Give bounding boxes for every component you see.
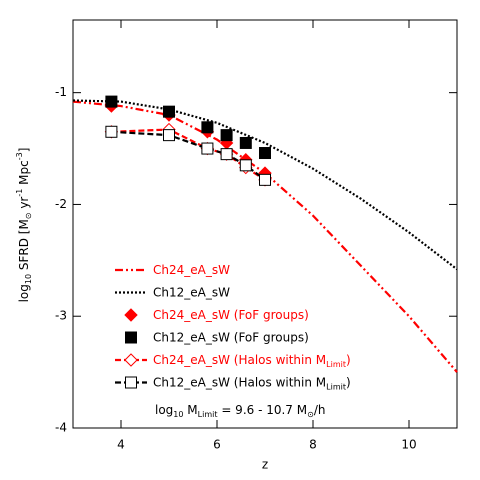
legend-label: Ch12_eA_sW (FoF groups) [153,330,309,344]
x-tick-label: 6 [213,438,221,452]
text-part: ⊙ [24,212,33,219]
legend-label: Ch12_eA_sW [153,285,230,299]
text-part: Ch12_eA_sW (FoF groups) [153,330,309,344]
marker [105,95,118,108]
x-tick-label: 8 [309,438,317,452]
marker [259,147,271,160]
y-tick-label: -3 [55,309,67,323]
text-part: -1 [15,189,24,197]
legend-label: Ch24_eA_sW (Halos within MLimit) [153,353,351,370]
text-part: ) [346,375,351,389]
marker [201,121,214,134]
text-part: Ch12_eA_sW (Halos within M [153,375,326,389]
series-line [72,99,458,271]
x-tick-label: 10 [401,438,416,452]
text-part: ) [346,353,351,367]
y-tick-label: -1 [55,85,67,99]
text-part: Ch12_eA_sW [153,285,230,299]
text-part: log [155,403,173,417]
y-tick-label: -4 [55,421,67,435]
text-part: Ch24_eA_sW (FoF groups) [153,308,309,322]
legend-label: Ch24_eA_sW [153,263,230,277]
legend-marker [125,331,137,344]
x-tick-label: 4 [117,438,125,452]
text-part: Limit [326,383,346,392]
marker [163,129,175,142]
text-part: Ch24_eA_sW (Halos within M [153,353,326,367]
plot-frame [72,19,458,429]
text-part: -3 [15,152,24,160]
legend-marker [124,308,138,322]
text-part: Limit [198,410,218,419]
series-line [72,100,458,373]
legend-marker [125,376,137,389]
marker [201,142,214,155]
text-part: yr [17,197,31,213]
marker [259,173,271,186]
marker [163,105,175,118]
annotation: log10 MLimit = 9.6 - 10.7 M⊙/h [155,403,325,420]
marker [220,148,233,161]
text-part: Ch24_eA_sW [153,263,230,277]
y-tick-label: -2 [55,197,67,211]
text-part: 10 [24,274,33,284]
marker [239,159,252,172]
legend-marker [124,353,138,367]
y-axis-label: log10 SFRD [M⊙ yr-1 Mpc-3] [15,148,33,303]
legend-label: Ch24_eA_sW (FoF groups) [153,308,309,322]
text-part: 10 [173,410,183,419]
text-part: /h [314,403,326,417]
marker [239,136,252,149]
text-part: = 9.6 - 10.7 M [218,403,308,417]
text-part: M [183,403,197,417]
marker [220,129,233,142]
x-axis-label: z [262,458,268,472]
text-part: log [17,284,31,302]
legend-label: Ch12_eA_sW (Halos within MLimit) [153,375,351,392]
marker [105,125,118,138]
text-part: Limit [326,360,346,369]
text-part: Mpc [17,160,31,188]
text-part: ] [17,148,31,153]
text-part: SFRD [M [17,219,31,274]
text-part: ⊙ [307,410,314,419]
